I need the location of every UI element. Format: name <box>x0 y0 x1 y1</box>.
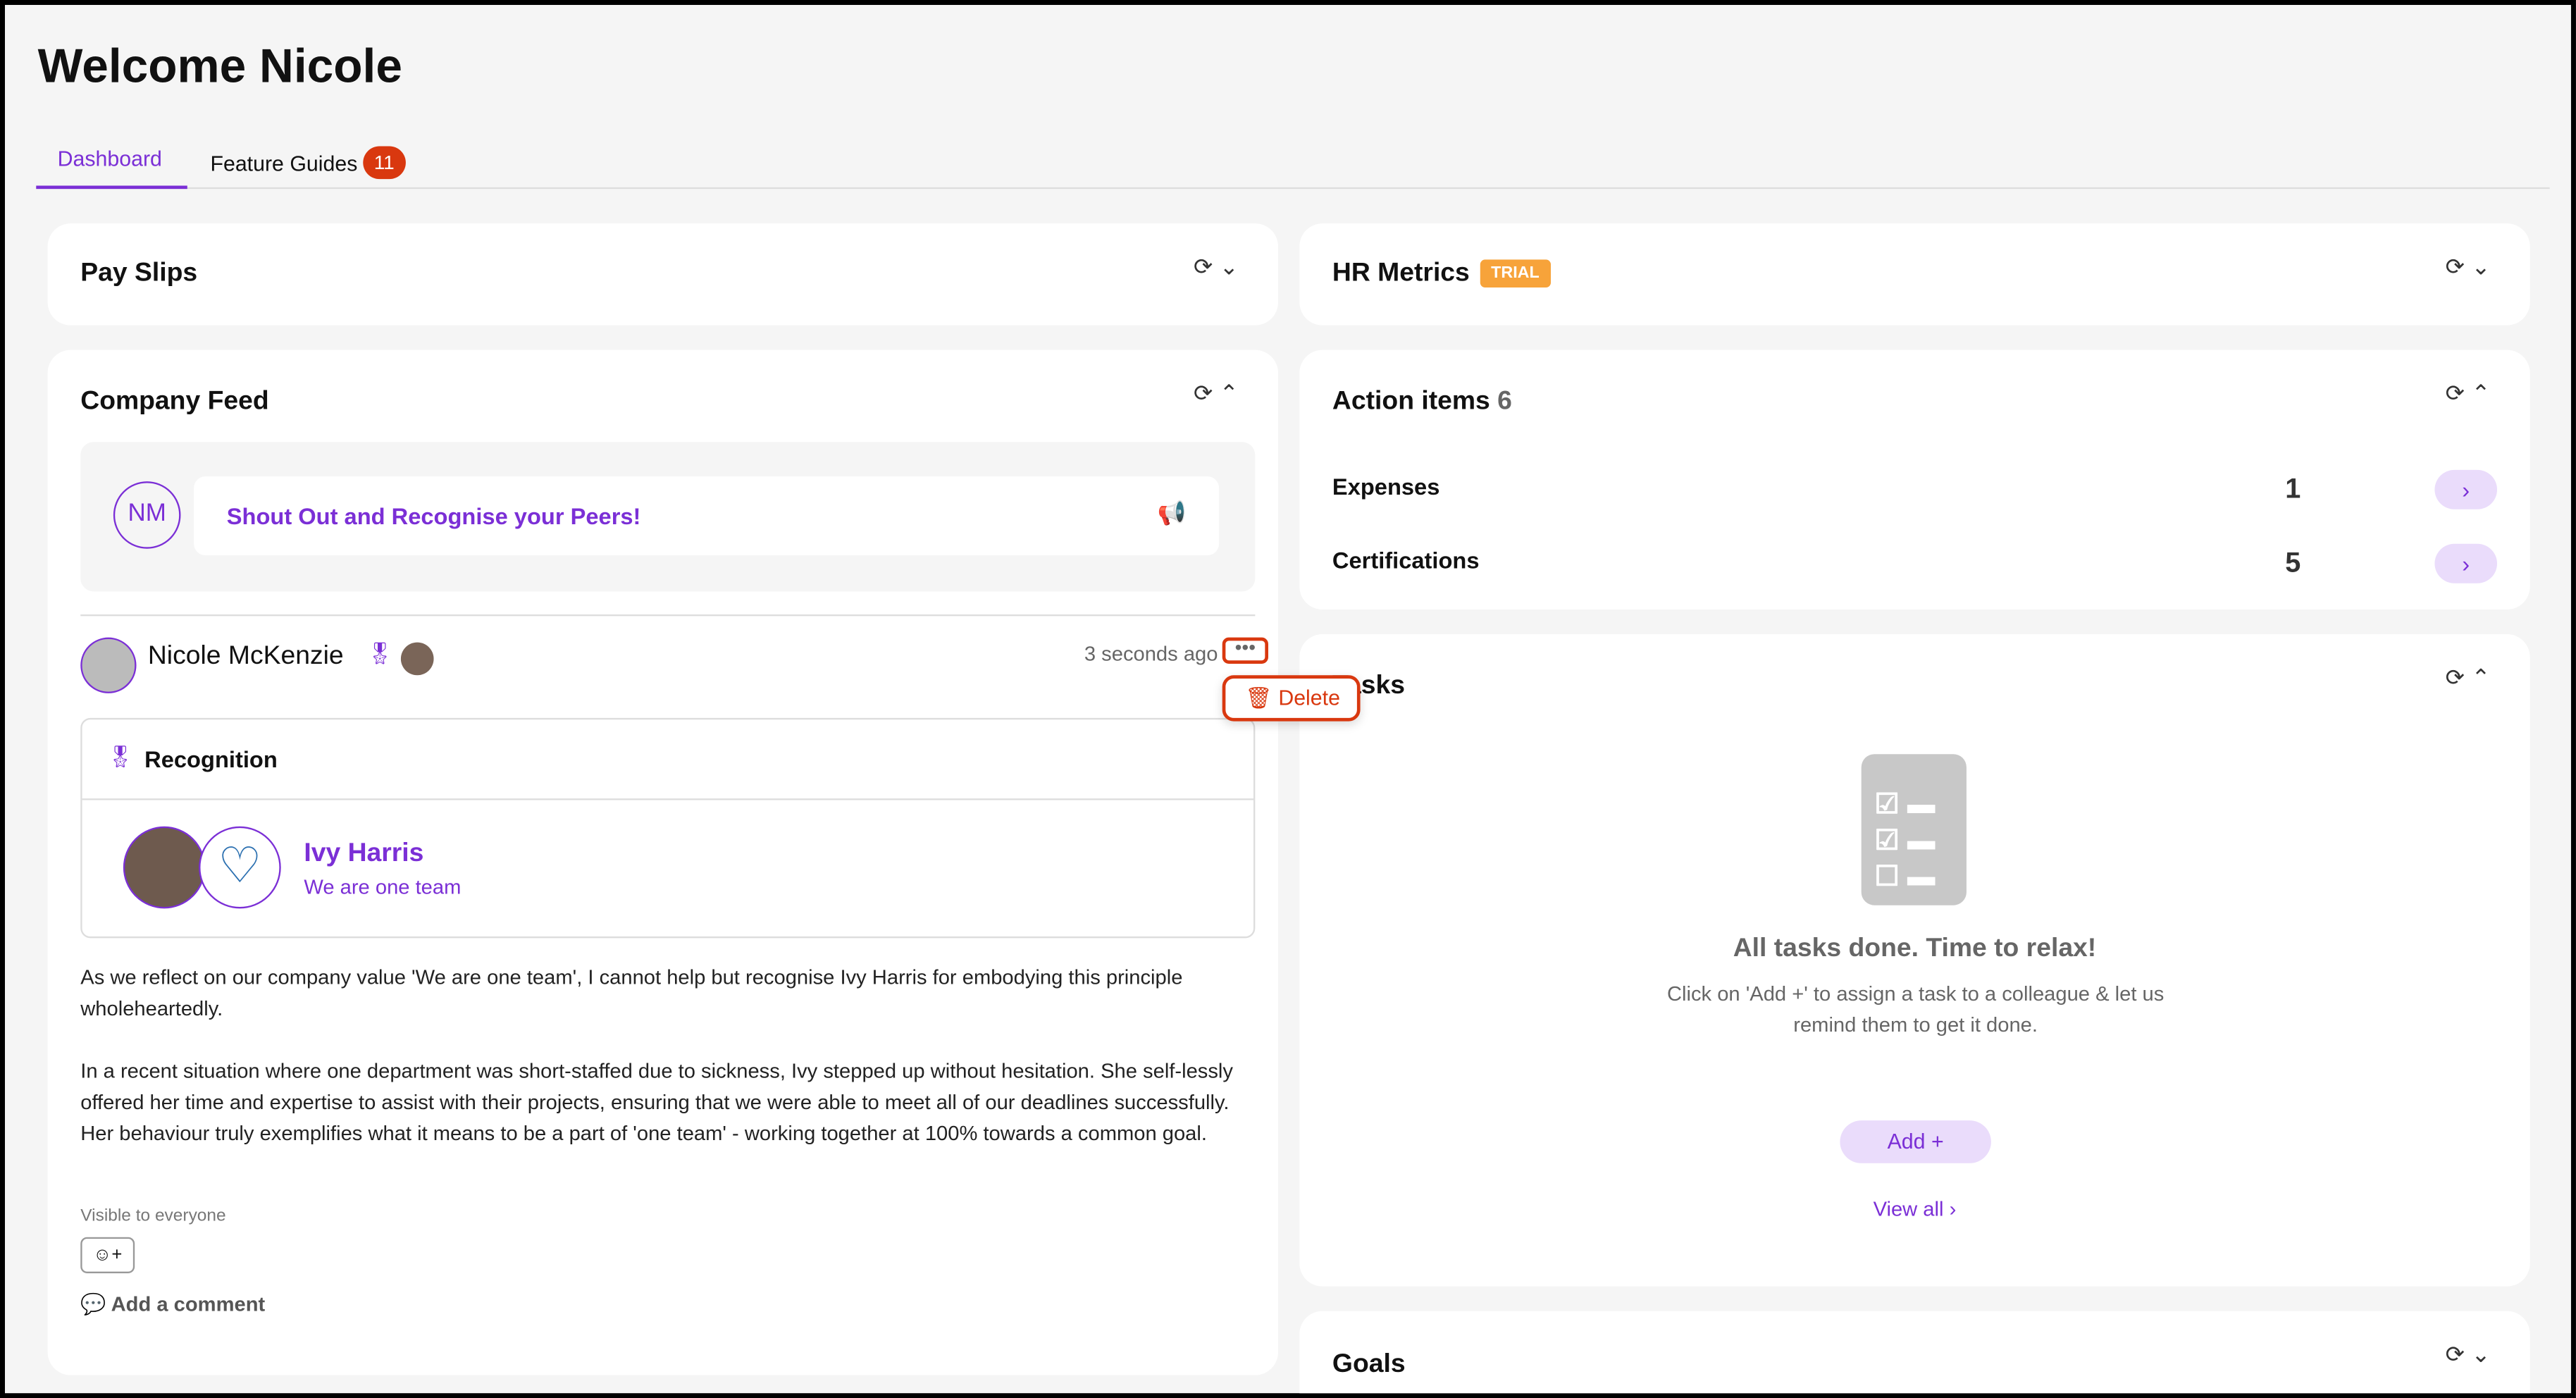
divider <box>82 798 1254 800</box>
post-paragraph: In a recent situation where one departme… <box>80 1059 1233 1146</box>
divider <box>80 614 1256 617</box>
empty-title: All tasks done. Time to relax! <box>1733 934 2097 963</box>
post-body: As we reflect on our company value 'We a… <box>80 963 1255 1150</box>
refresh-collapse-controls[interactable]: ⟳⌃ <box>2445 663 2498 691</box>
view-all-link[interactable]: View all › <box>1299 1198 2529 1221</box>
medal-icon: 🎖 <box>106 744 135 769</box>
card-title: HR Metrics TRIAL <box>1332 259 1552 289</box>
action-item-label: Expenses <box>1332 473 1440 500</box>
chevron-right-icon[interactable]: › <box>2434 543 2498 583</box>
tab-dashboard[interactable]: Dashboard <box>36 147 187 190</box>
tab-label: Dashboard <box>57 146 162 171</box>
goals-card: Goals ⟳⌄ <box>1299 1311 2530 1394</box>
recognition-label: Recognition <box>144 746 278 772</box>
trial-badge: TRIAL <box>1479 259 1552 288</box>
delete-menu-item[interactable]: 🗑 Delete <box>1222 675 1361 722</box>
page-title: Welcome Nicole <box>37 41 402 94</box>
card-title: Action items 6 <box>1332 388 1512 417</box>
recognition-box: 🎖 Recognition ♡ Ivy Harris We are one te… <box>80 717 1256 939</box>
plus-icon: + <box>1931 1128 1944 1153</box>
tab-bar: Dashboard Feature Guides 11 <box>36 146 2550 190</box>
refresh-collapse-controls[interactable]: ⟳⌃ <box>1193 379 1246 406</box>
card-title: Goals <box>1332 1350 1406 1379</box>
pay-slips-card: Pay Slips ⟳⌄ <box>47 223 1278 326</box>
chevron-right-icon[interactable]: › <box>2434 469 2498 509</box>
tab-feature-guides[interactable]: Feature Guides 11 <box>210 146 407 190</box>
refresh-collapse-controls[interactable]: ⟳⌄ <box>2445 1340 2498 1367</box>
post-paragraph: As we reflect on our company value 'We a… <box>80 965 1183 1020</box>
post-author[interactable]: Nicole McKenzie <box>147 642 344 671</box>
chevron-right-icon: › <box>1949 1197 1957 1221</box>
clipboard-icon: ☑ ▬ ☑ ▬ ☐ ▬ <box>1861 754 1967 905</box>
company-feed-card: Company Feed ⟳⌃ NM Shout Out and Recogni… <box>47 350 1361 1375</box>
tasks-card: Tasks ⟳⌃ ☑ ▬ ☑ ▬ ☐ ▬ All tasks done. Time … <box>1299 633 2530 1287</box>
action-items-count: 6 <box>1497 388 1512 416</box>
company-value: We are one team <box>304 875 462 899</box>
shout-out-input[interactable]: Shout Out and Recognise your Peers! 📢 <box>194 476 1220 556</box>
comment-icon: 💬 <box>80 1292 106 1316</box>
refresh-collapse-controls[interactable]: ⟳⌄ <box>2445 253 2498 280</box>
hr-metrics-title: HR Metrics <box>1332 259 1470 288</box>
refresh-collapse-controls[interactable]: ⟳⌃ <box>2445 379 2498 406</box>
action-item-label: Certifications <box>1332 547 1480 574</box>
action-item-expenses[interactable]: Expenses 1 › <box>1332 469 2498 513</box>
hr-metrics-card: HR Metrics TRIAL ⟳⌄ <box>1299 223 2530 326</box>
author-avatar <box>80 637 137 693</box>
more-options-button[interactable]: ••• <box>1222 638 1268 664</box>
add-comment-button[interactable]: 💬 Add a comment <box>80 1293 265 1318</box>
medal-icon: 🎖 <box>366 641 394 666</box>
megaphone-icon: 📢 <box>1157 499 1187 526</box>
delete-label: Delete <box>1278 685 1340 710</box>
composer: NM Shout Out and Recognise your Peers! 📢 <box>80 442 1256 592</box>
trash-icon: 🗑 <box>1245 685 1272 710</box>
shout-out-prompt: Shout Out and Recognise your Peers! <box>226 502 641 529</box>
tab-label: Feature Guides <box>210 151 358 176</box>
add-reaction-button[interactable]: ☺+ <box>80 1237 135 1273</box>
view-all-label: View all <box>1873 1197 1944 1221</box>
heart-icon: ♡ <box>199 826 281 909</box>
add-label: Add <box>1887 1128 1926 1153</box>
action-item-count: 5 <box>2285 547 2301 579</box>
card-title: Pay Slips <box>80 259 198 288</box>
recipient-name[interactable]: Ivy Harris <box>304 839 424 868</box>
add-comment-label: Add a comment <box>111 1292 266 1316</box>
avatar: NM <box>113 481 181 549</box>
action-item-certifications[interactable]: Certifications 5 › <box>1332 543 2498 586</box>
recipient-avatar-small <box>400 642 434 676</box>
action-items-title: Action items <box>1332 388 1490 416</box>
visibility-label: Visible to everyone <box>80 1206 226 1226</box>
post-time: 3 seconds ago <box>1084 642 1218 666</box>
empty-text: Click on 'Add +' to assign a task to a c… <box>1666 982 2165 1037</box>
card-title: Company Feed <box>80 388 269 416</box>
count-badge: 11 <box>362 146 407 180</box>
action-item-count: 1 <box>2285 473 2301 505</box>
recipient-avatar <box>123 826 206 909</box>
action-items-card: Action items 6 ⟳⌃ Expenses 1 › Certificati… <box>1299 350 2530 610</box>
refresh-collapse-controls[interactable]: ⟳⌄ <box>1193 253 1246 280</box>
add-task-button[interactable]: Add + <box>1840 1120 1991 1163</box>
